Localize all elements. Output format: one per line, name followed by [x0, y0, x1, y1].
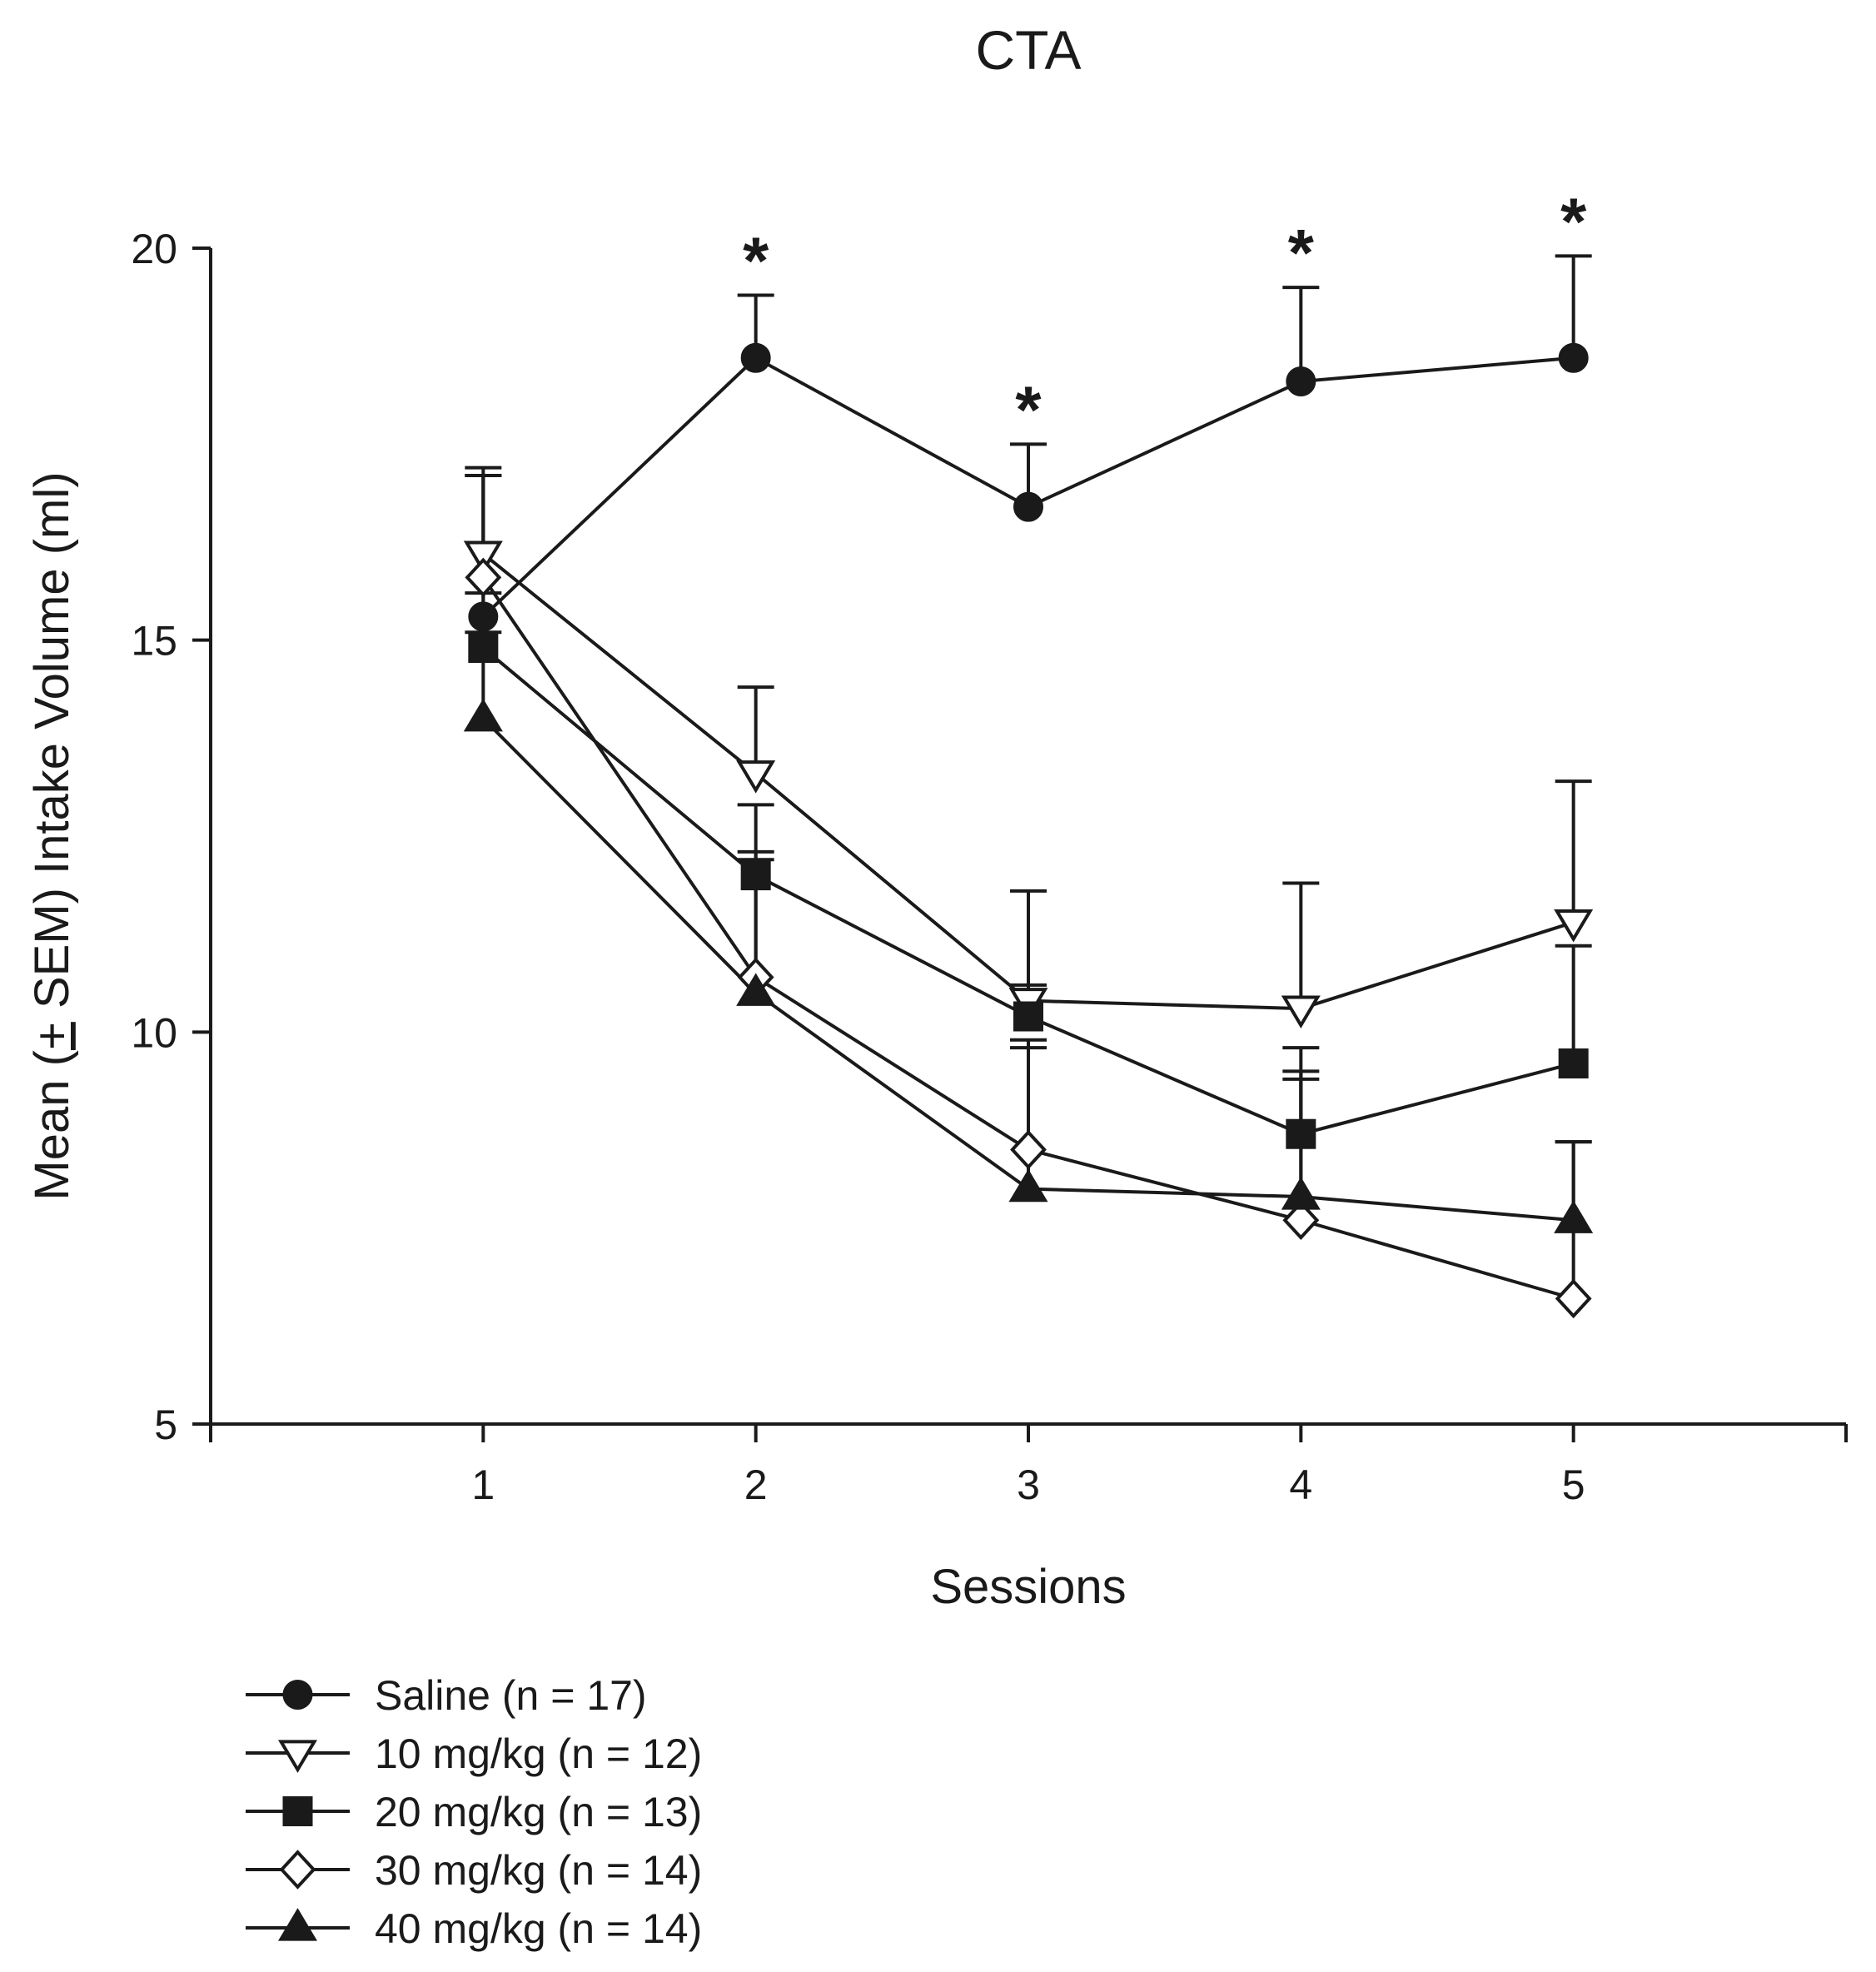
data-point-s0-p4 — [1558, 342, 1589, 373]
data-point-s2-p3 — [1286, 1118, 1316, 1149]
x-tick-label-1: 1 — [471, 1462, 495, 1508]
data-point-s3-p2 — [1010, 1129, 1047, 1170]
data-point-s4-p0 — [463, 698, 503, 732]
significance-star-4: * — [1288, 216, 1315, 290]
x-tick-label-4: 4 — [1289, 1462, 1312, 1508]
data-point-s4-p1 — [736, 973, 776, 1006]
data-point-s4-p2 — [1008, 1168, 1048, 1203]
data-point-s2-p1 — [740, 860, 771, 891]
x-tick-label-5: 5 — [1562, 1462, 1585, 1508]
y-tick-label-5: 5 — [154, 1402, 177, 1448]
legend-label-3: 30 mg/kg (n = 14) — [375, 1847, 702, 1894]
data-point-s2-p4 — [1558, 1048, 1589, 1078]
legend-item-0: Saline (n = 17) — [246, 1672, 647, 1719]
significance-star-5: * — [1560, 184, 1587, 258]
x-tick-label-3: 3 — [1017, 1462, 1040, 1508]
legend-item-4: 40 mg/kg (n = 14) — [246, 1905, 702, 1952]
data-point-s3-p0 — [465, 557, 502, 598]
legend-marker-1 — [277, 1740, 318, 1773]
y-axis-label-part-2: SEM) Intake Volume (ml) — [25, 471, 79, 1022]
data-point-s2-p0 — [468, 633, 499, 664]
data-point-s1-p0 — [463, 540, 503, 575]
data-point-s0-p3 — [1286, 366, 1316, 397]
y-tick-label-15: 15 — [131, 618, 177, 665]
y-axis-label: Mean (+ SEM) Intake Volume (ml) — [25, 471, 79, 1200]
x-axis-label: Sessions — [930, 1560, 1126, 1614]
data-point-s1-p4 — [1554, 909, 1594, 943]
legend-label-4: 40 mg/kg (n = 14) — [375, 1905, 702, 1952]
plot-area: 5 10 15 20 1 2 3 4 5 * * * * — [131, 184, 1848, 1508]
legend-label-0: Saline (n = 17) — [375, 1672, 647, 1719]
legend-label-2: 20 mg/kg (n = 13) — [375, 1789, 702, 1835]
data-point-s1-p1 — [736, 760, 776, 794]
legend-item-1: 10 mg/kg (n = 12) — [246, 1730, 702, 1777]
legend-marker-4 — [277, 1908, 318, 1941]
y-ticks: 5 10 15 20 — [131, 226, 211, 1448]
legend-marker-2 — [282, 1796, 313, 1826]
y-axis-label-part-1: Mean ( — [25, 1050, 79, 1201]
data-point-s0-p0 — [468, 601, 499, 632]
data-point-s4-p3 — [1281, 1177, 1321, 1210]
significance-annotations: * * * * — [743, 184, 1587, 446]
legend-label-1: 10 mg/kg (n = 12) — [375, 1730, 702, 1777]
data-point-s3-p4 — [1555, 1278, 1592, 1319]
legend-marker-3 — [279, 1850, 316, 1890]
legend: Saline (n = 17) 10 mg/kg (n = 12) 20 mg/kg… — [246, 1672, 702, 1952]
chart-title: CTA — [975, 19, 1081, 81]
significance-star-3: * — [1015, 372, 1042, 446]
legend-item-2: 20 mg/kg (n = 13) — [246, 1789, 702, 1835]
data-point-s2-p2 — [1013, 1001, 1043, 1032]
y-axis-label-plusminus: + — [25, 1022, 79, 1050]
data-point-s4-p4 — [1554, 1200, 1594, 1233]
legend-item-3: 30 mg/kg (n = 14) — [246, 1847, 702, 1894]
significance-star-2: * — [743, 223, 769, 297]
y-tick-label-10: 10 — [131, 1009, 177, 1056]
legend-marker-0 — [282, 1680, 313, 1710]
data-point-s1-p3 — [1281, 995, 1321, 1029]
y-tick-label-20: 20 — [131, 226, 177, 272]
data-point-s3-p3 — [1282, 1200, 1320, 1241]
data-point-s0-p1 — [740, 342, 771, 373]
data-point-s0-p2 — [1013, 491, 1043, 522]
series-markers — [463, 342, 1594, 1319]
x-ticks: 1 2 3 4 5 — [209, 1424, 1848, 1508]
x-tick-label-2: 2 — [744, 1462, 768, 1508]
